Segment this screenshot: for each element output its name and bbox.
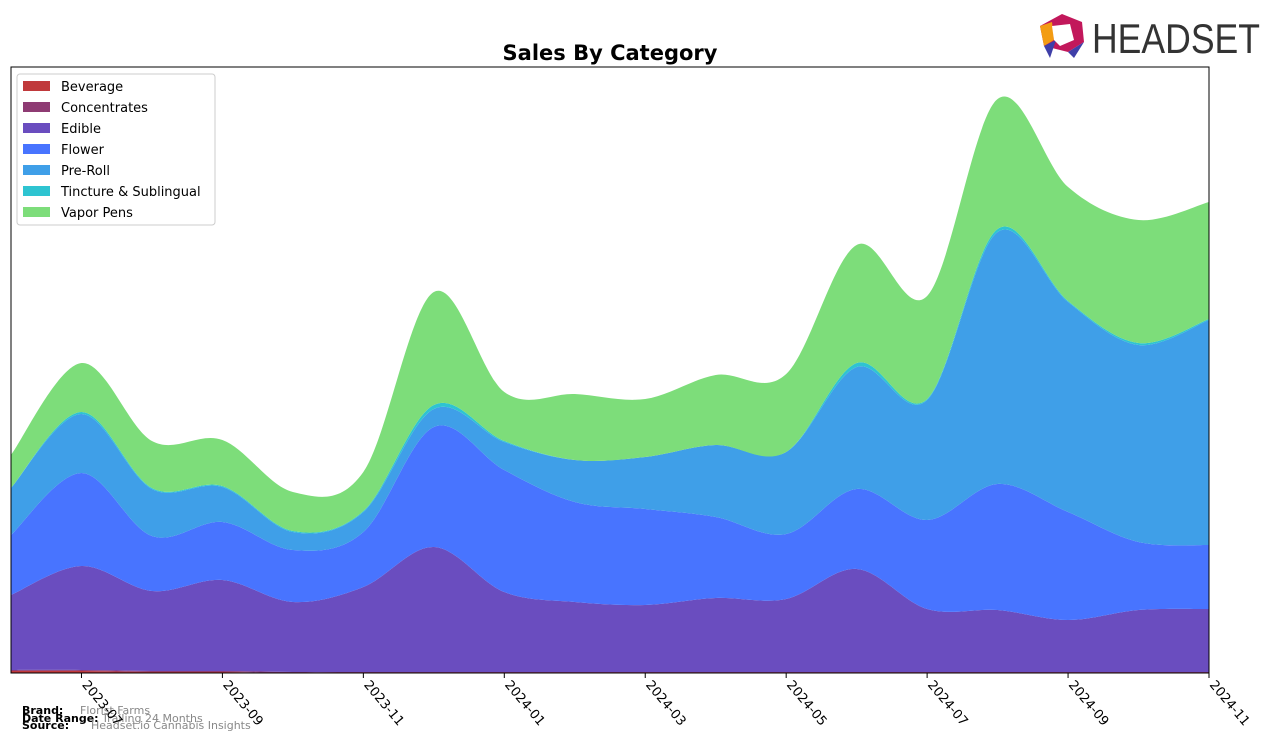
footer-value: Headset.io Cannabis Insights [91,719,251,732]
logo-text: HEADSET [1092,15,1260,62]
x-tick-label: 2024-09 [1065,678,1111,729]
logo-icon [1040,22,1054,46]
footer-label: Source: [22,719,69,732]
area [11,669,1209,674]
legend-swatch [23,207,50,217]
legend-label: Edible [61,122,101,137]
area [11,229,1209,551]
legend-swatch [23,81,50,91]
legend-swatch [23,102,50,112]
legend-label: Concentrates [61,101,148,116]
legend-swatch [23,165,50,175]
logo-icon [1052,24,1074,46]
legend-label: Tincture & Sublingual [60,185,201,200]
logo-icon [1068,42,1084,58]
chart-title: Sales By Category [503,41,718,65]
footer: Brand: Florist Farms Date Range: Trailin… [22,704,251,732]
legend-label: Vapor Pens [61,206,133,221]
plot-frame [10,66,1210,674]
x-tick-label: 2024-11 [1206,678,1252,729]
legend-label: Flower [61,143,105,158]
legend-label: Pre-Roll [61,164,110,179]
logo-icon [1044,40,1056,58]
legend-swatch [23,123,50,133]
legend-swatch [23,186,50,196]
area [11,546,1209,673]
area [11,425,1209,620]
legend-box [16,73,216,226]
area [11,96,1209,533]
footer-value: Trailing 24 Months [101,712,203,725]
x-tick-label: 2024-01 [501,678,547,729]
x-tick-label: 2024-07 [924,678,970,729]
footer-label: Date Range: [22,712,99,725]
legend-label: Beverage [61,80,123,95]
logo: HEADSET [1040,14,1260,62]
footer-label: Brand: [22,704,63,717]
legend-swatch [23,144,50,154]
x-tick-label: 2024-05 [783,678,829,729]
x-tick-label: 2024-03 [642,678,688,729]
footer-value: Florist Farms [80,704,150,717]
x-tick-label: 2023-11 [360,678,406,729]
